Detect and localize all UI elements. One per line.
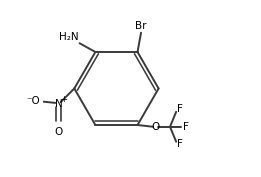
Text: ⁻O: ⁻O [26,96,40,106]
Text: F: F [177,139,183,149]
Text: N: N [55,99,62,109]
Text: Br: Br [135,21,147,31]
Text: F: F [177,104,183,114]
Text: F: F [183,122,189,132]
Text: +: + [60,95,67,104]
Text: H₂N: H₂N [59,32,79,42]
Text: O: O [151,122,159,132]
Text: O: O [54,127,63,137]
